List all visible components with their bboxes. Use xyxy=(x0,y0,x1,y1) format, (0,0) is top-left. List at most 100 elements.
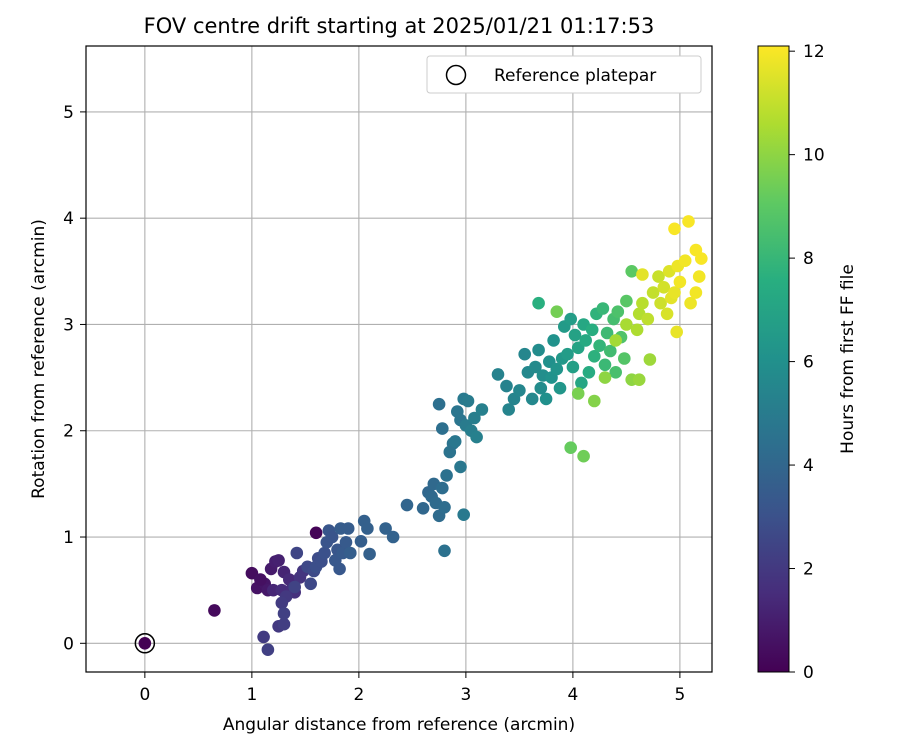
y-tick-label: 2 xyxy=(63,422,74,442)
data-point xyxy=(475,403,489,416)
data-point xyxy=(564,441,577,455)
reference-dot xyxy=(138,637,152,650)
data-point xyxy=(400,498,414,512)
chart-title: FOV centre drift starting at 2025/01/21 … xyxy=(144,14,655,38)
data-point xyxy=(611,305,625,319)
data-point xyxy=(600,326,614,340)
data-point xyxy=(309,526,323,540)
data-point xyxy=(534,381,548,395)
data-point xyxy=(457,508,471,521)
data-point xyxy=(660,307,674,321)
data-point xyxy=(254,573,267,586)
data-point xyxy=(532,343,545,357)
colorbar: 0 2 4 6 8 10 12 Hours from first FF file xyxy=(757,42,858,683)
data-point xyxy=(208,604,221,617)
x-tick-label: 5 xyxy=(674,685,685,705)
data-point xyxy=(577,449,590,463)
x-tick-label: 0 xyxy=(139,685,150,705)
data-point xyxy=(502,403,515,416)
data-point xyxy=(277,607,291,620)
y-tick-label: 3 xyxy=(63,315,74,335)
data-point xyxy=(636,296,649,310)
data-point xyxy=(609,334,622,347)
data-point xyxy=(529,360,542,374)
data-point xyxy=(636,268,649,281)
data-point xyxy=(354,535,368,548)
data-point xyxy=(525,392,539,406)
data-point xyxy=(344,546,357,560)
colorbar-tick-label: 10 xyxy=(803,146,825,166)
data-point xyxy=(550,362,564,376)
data-point xyxy=(261,643,275,656)
data-point xyxy=(632,373,646,387)
data-point xyxy=(468,411,481,425)
data-point xyxy=(257,630,270,644)
data-point xyxy=(277,617,291,631)
data-point xyxy=(438,544,451,558)
x-tick-label: 1 xyxy=(246,685,257,705)
x-tick-label: 2 xyxy=(353,685,364,705)
data-point xyxy=(290,546,304,560)
data-point xyxy=(682,215,695,228)
x-tick-label: 4 xyxy=(567,685,578,705)
colorbar-ticks: 0 2 4 6 8 10 12 xyxy=(789,42,825,683)
x-tick-label: 3 xyxy=(460,685,471,705)
data-point xyxy=(436,481,449,495)
data-point xyxy=(620,294,633,308)
data-point xyxy=(588,394,601,408)
data-point xyxy=(470,430,483,444)
data-point xyxy=(448,435,462,448)
data-point xyxy=(361,522,374,535)
data-point xyxy=(272,554,285,567)
data-point xyxy=(513,384,526,397)
data-point xyxy=(561,347,574,361)
data-point xyxy=(288,580,302,594)
y-tick-label: 1 xyxy=(63,528,74,548)
data-point xyxy=(568,328,582,342)
data-point xyxy=(339,536,353,549)
data-point xyxy=(668,286,681,299)
data-point xyxy=(684,296,697,310)
x-axis-label: Angular distance from reference (arcmin) xyxy=(223,715,575,735)
y-axis-ticks: 0 1 2 3 4 5 xyxy=(63,103,86,654)
data-point xyxy=(550,305,564,319)
data-point xyxy=(461,394,475,408)
data-point xyxy=(598,371,612,384)
y-axis-label: Rotation from reference (arcmin) xyxy=(29,219,49,499)
data-point xyxy=(582,366,596,379)
data-point xyxy=(333,562,346,576)
data-point xyxy=(657,281,671,294)
data-point xyxy=(341,522,355,535)
data-point xyxy=(454,460,467,474)
colorbar-tick-label: 12 xyxy=(803,42,825,62)
data-point xyxy=(438,501,451,514)
legend-label: Reference platepar xyxy=(494,66,656,86)
data-point xyxy=(652,270,665,283)
data-point xyxy=(695,252,708,265)
data-point xyxy=(432,397,446,411)
data-point xyxy=(553,381,567,395)
data-point xyxy=(678,254,692,267)
data-point xyxy=(416,502,430,515)
data-point xyxy=(491,368,505,381)
colorbar-gradient xyxy=(757,45,790,673)
data-point xyxy=(325,530,339,544)
data-point xyxy=(692,270,706,283)
data-point xyxy=(440,469,453,482)
colorbar-tick-label: 6 xyxy=(803,353,814,373)
colorbar-tick-label: 0 xyxy=(803,663,814,683)
data-point xyxy=(386,530,400,544)
data-point xyxy=(436,422,449,435)
colorbar-label: Hours from first FF file xyxy=(838,264,858,454)
data-point xyxy=(518,347,531,361)
data-point xyxy=(275,596,289,610)
data-point xyxy=(620,318,633,331)
data-point xyxy=(318,546,331,560)
x-axis-ticks: 0 1 2 3 4 5 xyxy=(139,672,685,705)
reference-point xyxy=(134,633,156,654)
plot-frame xyxy=(85,45,713,673)
data-point xyxy=(571,387,585,400)
reference-ring xyxy=(134,633,156,654)
data-point xyxy=(593,339,606,353)
